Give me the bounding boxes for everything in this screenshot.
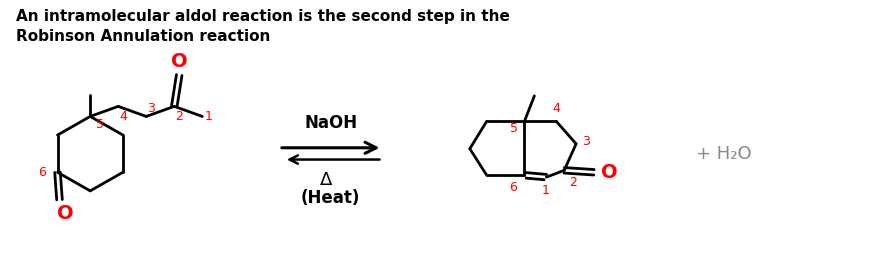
Text: 4: 4 xyxy=(119,110,127,123)
Text: 2: 2 xyxy=(175,110,183,123)
Text: 3: 3 xyxy=(147,102,155,115)
Text: 6: 6 xyxy=(38,166,46,179)
Text: NaOH: NaOH xyxy=(303,114,357,132)
Text: 1: 1 xyxy=(204,110,212,123)
Text: (Heat): (Heat) xyxy=(301,189,360,207)
Text: 4: 4 xyxy=(552,102,560,115)
Text: O: O xyxy=(171,52,188,71)
Text: + H₂O: + H₂O xyxy=(695,145,751,163)
Text: 6: 6 xyxy=(508,181,516,194)
Text: 2: 2 xyxy=(568,176,576,189)
Text: O: O xyxy=(600,163,617,182)
Text: O: O xyxy=(57,204,74,222)
Text: 1: 1 xyxy=(541,184,549,197)
Text: An intramolecular aldol reaction is the second step in the: An intramolecular aldol reaction is the … xyxy=(16,9,509,24)
Text: 5: 5 xyxy=(509,122,517,135)
Text: 5: 5 xyxy=(96,118,104,132)
Text: 3: 3 xyxy=(581,135,589,149)
Text: Δ: Δ xyxy=(319,171,332,189)
Text: Robinson Annulation reaction: Robinson Annulation reaction xyxy=(16,29,270,44)
